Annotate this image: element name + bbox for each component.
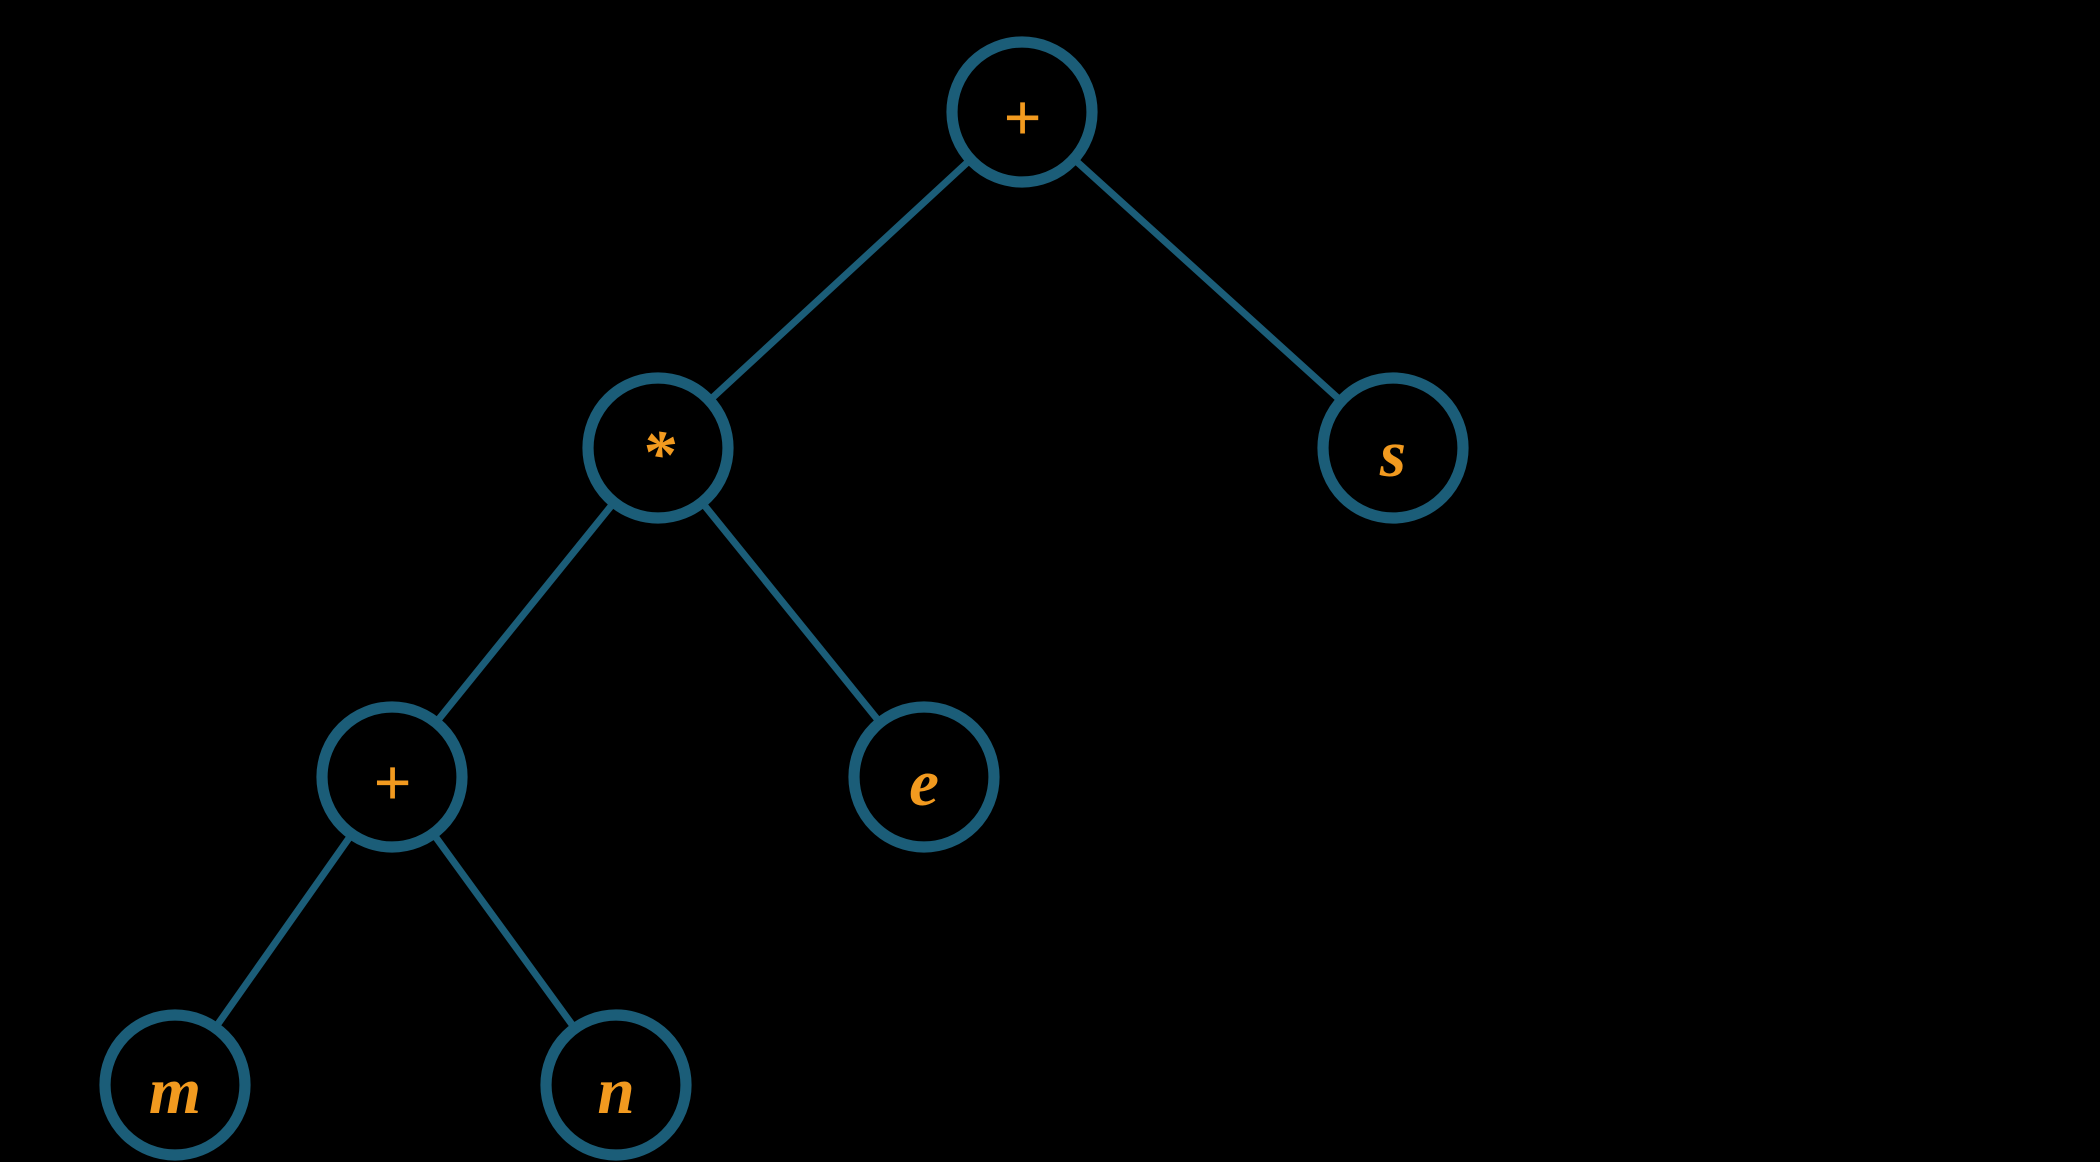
node-e: e: [854, 707, 994, 847]
edge-root-plus-s: [1074, 159, 1341, 401]
node-m: m: [105, 1015, 245, 1155]
expression-tree: + * s + e m n: [0, 0, 2100, 1162]
node-label-plus2: +: [373, 745, 411, 820]
edge-star-plus2: [436, 502, 614, 722]
node-label-e: e: [909, 745, 939, 820]
node-plus2: +: [322, 707, 462, 847]
node-root-plus: +: [952, 42, 1092, 182]
node-label-root-plus: +: [1003, 80, 1041, 155]
edges-group: [215, 159, 1341, 1028]
edge-root-plus-star: [709, 159, 970, 400]
node-label-s: s: [1379, 416, 1406, 491]
node-label-star: *: [641, 416, 675, 491]
node-n: n: [546, 1015, 686, 1155]
edge-star-e: [702, 502, 880, 722]
node-label-m: m: [149, 1053, 201, 1128]
node-s: s: [1323, 378, 1463, 518]
edge-plus2-m: [215, 834, 351, 1028]
node-label-n: n: [597, 1053, 634, 1128]
edge-plus2-n: [433, 834, 575, 1029]
node-star: *: [588, 378, 728, 518]
